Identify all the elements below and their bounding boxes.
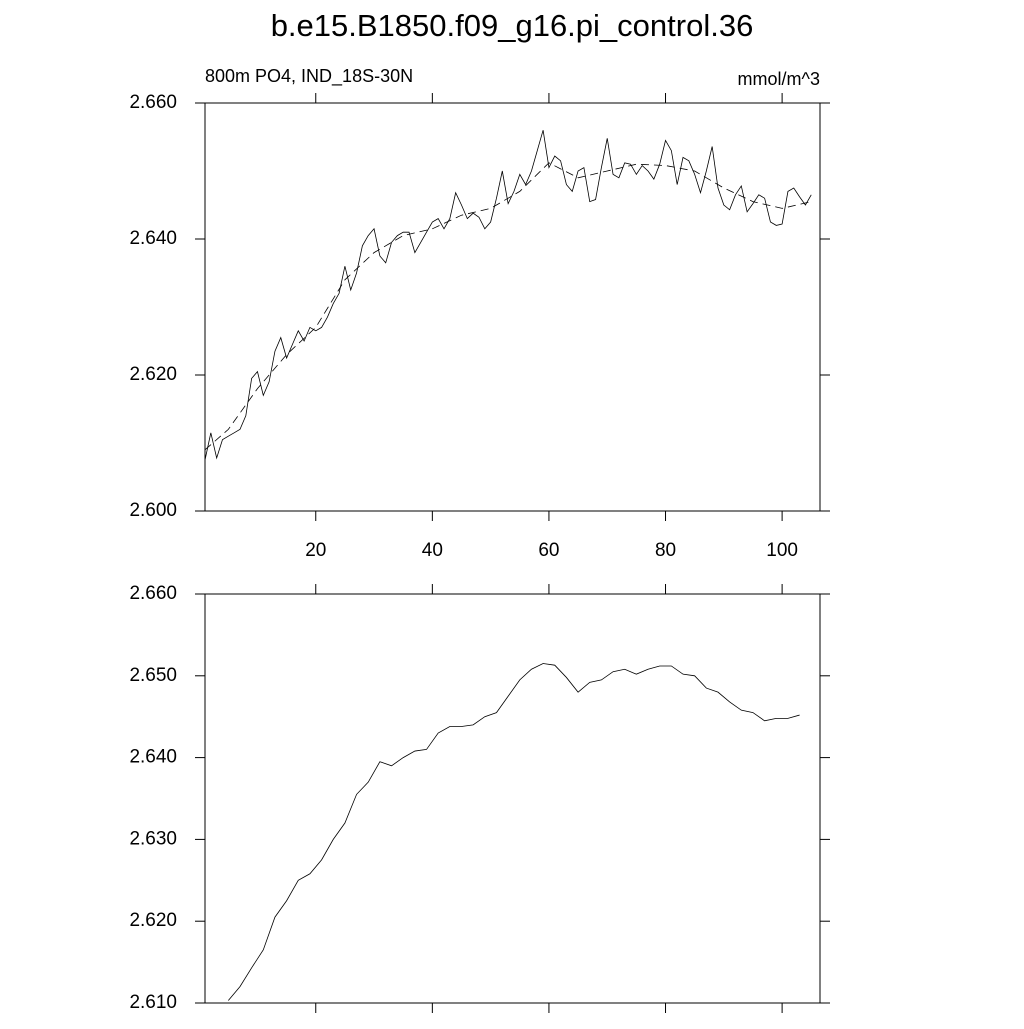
y-tick-label: 2.620	[129, 364, 177, 385]
y-tick-label: 2.610	[129, 992, 177, 1013]
plot-frame	[204, 593, 821, 1004]
x-tick-label: 60	[538, 540, 559, 561]
x-tick-label: 80	[655, 540, 676, 561]
x-tick-label: 100	[766, 540, 798, 561]
right-string: mmol/m^3	[738, 69, 820, 89]
data-line	[204, 130, 812, 461]
left-string: 800m PO4, IND_18S-30N	[205, 66, 413, 87]
x-tick-label: 40	[422, 540, 443, 561]
y-tick-label: 2.660	[129, 583, 177, 604]
chart-title: b.e15.B1850.f09_g16.pi_control.36	[271, 8, 754, 43]
y-tick-label: 2.630	[129, 828, 177, 849]
y-tick-label: 2.620	[129, 910, 177, 931]
y-tick-label: 2.640	[129, 228, 177, 249]
y-tick-label: 2.650	[129, 665, 177, 686]
plot-frame	[204, 102, 821, 512]
y-tick-label: 2.660	[129, 92, 177, 113]
y-tick-label: 2.600	[129, 500, 177, 521]
data-line	[204, 162, 812, 451]
data-line	[228, 663, 800, 1001]
x-tick-label: 20	[305, 540, 326, 561]
y-tick-label: 2.640	[129, 747, 177, 768]
